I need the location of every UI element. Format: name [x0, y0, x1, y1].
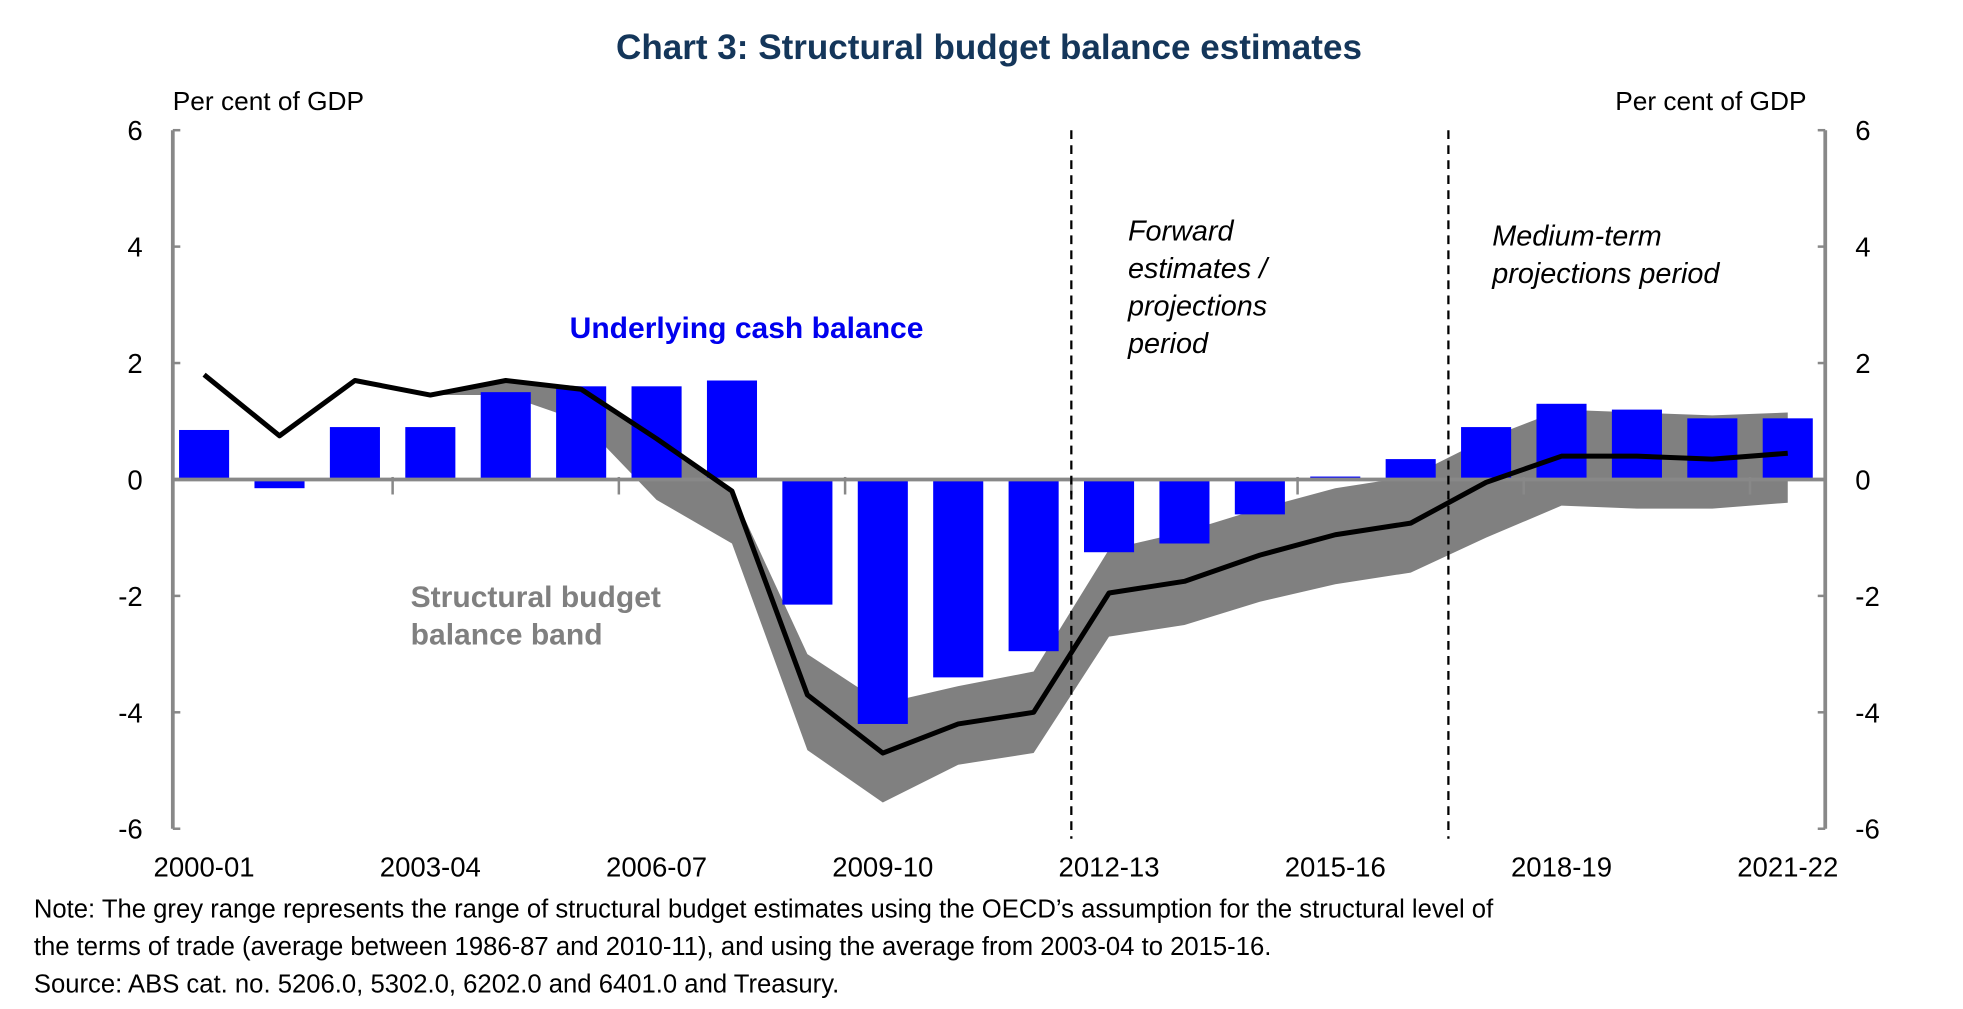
axes-layer [170, 128, 1828, 839]
bar-2006-07 [631, 386, 682, 480]
bar-2010-11 [933, 479, 984, 678]
ucb-label: Underlying cash balance [570, 312, 924, 345]
bars-layer [179, 380, 1813, 724]
note-line-2: the terms of trade (average between 1986… [34, 933, 1272, 961]
bar-2001-02 [254, 479, 305, 489]
bar-2020-21 [1687, 418, 1738, 480]
right-ytick-label: -2 [1855, 581, 1879, 612]
xtick-label: 2000-01 [154, 851, 255, 882]
right-axis-unit: Per cent of GDP [1615, 86, 1806, 116]
band-label-1: Structural budget [411, 581, 661, 614]
bar-2000-01 [179, 429, 230, 480]
source-line: Source: ABS cat. no. 5206.0, 5302.0, 620… [34, 971, 839, 999]
right-ytick-label: 2 [1855, 348, 1870, 379]
bar-2009-10 [857, 479, 908, 724]
bar-2018-19 [1536, 403, 1587, 480]
right-ytick-label: -4 [1855, 697, 1879, 728]
left-ytick-label: -4 [118, 697, 142, 728]
bar-2016-17 [1385, 459, 1436, 480]
chart-title: Chart 3: Structural budget balance estim… [616, 28, 1362, 67]
tick-labels: 6 6 4 4 2 2 0 0 -2 -2 -4 -4 -6 -6 2000-01 2003-04 2006-0… [118, 115, 1880, 882]
left-ytick-label: 4 [127, 232, 142, 263]
left-ytick-label: -2 [118, 581, 142, 612]
right-ytick-label: 6 [1855, 115, 1870, 146]
xtick-label: 2006-07 [606, 851, 707, 882]
right-ytick-label: -6 [1855, 814, 1879, 845]
right-ytick-label: 0 [1855, 464, 1870, 495]
xtick-label: 2012-13 [1059, 851, 1160, 882]
bar-2012-13 [1084, 479, 1135, 553]
right-ytick-label: 4 [1855, 232, 1870, 263]
bar-2007-08 [706, 380, 758, 480]
line-layer [202, 372, 1788, 756]
bar-2021-22 [1762, 418, 1813, 480]
forward-label-2: estimates / [1128, 253, 1270, 285]
xtick-label: 2015-16 [1285, 851, 1386, 882]
bar-2003-04 [405, 427, 456, 480]
bar-2014-15 [1234, 479, 1285, 515]
xtick-label: 2009-10 [832, 851, 933, 882]
left-ytick-label: 6 [127, 115, 142, 146]
xtick-label: 2018-19 [1511, 851, 1612, 882]
xtick-label: 2003-04 [380, 851, 481, 882]
bar-2004-05 [480, 392, 531, 480]
left-ytick-label: 2 [127, 348, 142, 379]
bar-2011-12 [1008, 479, 1059, 652]
bar-2013-14 [1159, 479, 1210, 544]
left-ytick-label: -6 [118, 814, 142, 845]
forward-label-4: period [1127, 328, 1209, 360]
medium-label-2: projections period [1491, 258, 1720, 290]
bar-2008-09 [782, 479, 833, 605]
bar-2019-20 [1611, 409, 1662, 480]
forward-label-1: Forward [1128, 215, 1235, 247]
left-ytick-label: 0 [127, 464, 142, 495]
forward-label-3: projections [1127, 290, 1267, 322]
left-axis-unit: Per cent of GDP [173, 86, 364, 116]
xtick-label: 2021-22 [1737, 851, 1838, 882]
medium-label-1: Medium-term [1492, 220, 1662, 252]
structural-balance-line [202, 372, 1788, 756]
bar-2017-18 [1461, 427, 1512, 480]
band-label-2: balance band [411, 619, 603, 652]
bar-2002-03 [329, 427, 380, 480]
note-line-1: Note: The grey range represents the rang… [34, 896, 1494, 924]
